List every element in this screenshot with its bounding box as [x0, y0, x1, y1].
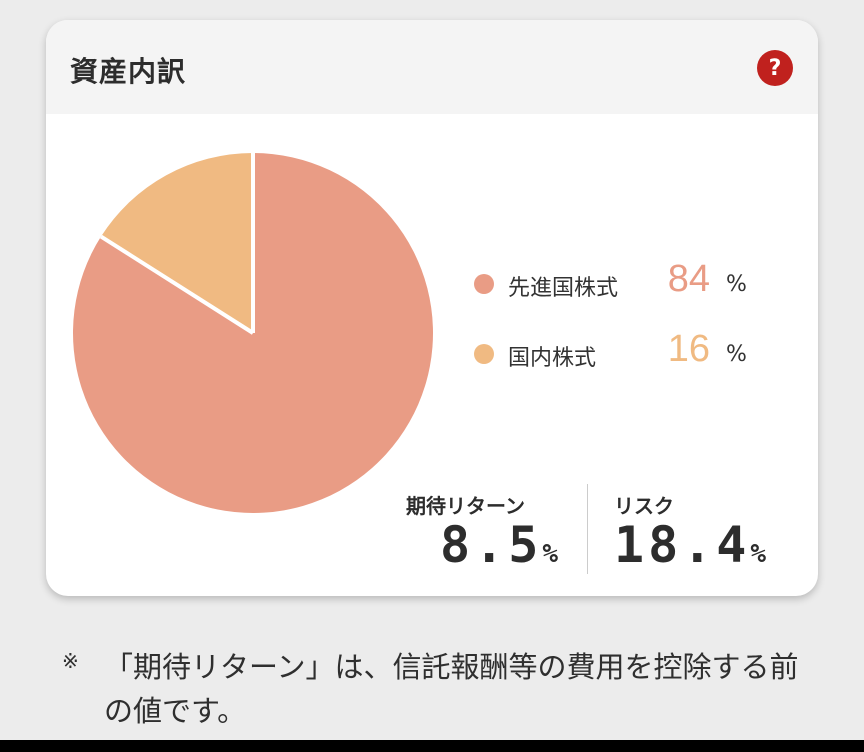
bottom-bar: [0, 740, 864, 752]
expected-return-label: 期待リターン: [406, 494, 525, 518]
asset-breakdown-card: 資産内訳 ? 先進国株式 84 % 国内株式 16 % 期待リターン 8.5% …: [46, 20, 818, 596]
help-icon[interactable]: ?: [757, 50, 793, 86]
risk-value: 18.4%: [614, 516, 766, 574]
legend-dot-developed: [474, 274, 494, 294]
expected-return-number: 8.5: [440, 516, 543, 574]
risk-number: 18.4: [614, 516, 751, 574]
footnote-text: 「期待リターン」は、信託報酬等の費用を控除する前の値です。: [104, 650, 799, 728]
pie-separator: [99, 234, 255, 335]
legend: 先進国株式 84 % 国内株式 16 %: [470, 256, 770, 396]
stat-divider: [587, 484, 588, 574]
expected-return-unit: %: [542, 539, 558, 569]
legend-value: 16: [667, 328, 710, 370]
footnote-mark: ※: [62, 649, 79, 673]
pie-slice-domestic: [101, 153, 254, 333]
card-title: 資産内訳: [70, 55, 187, 88]
legend-label: 先進国株式: [508, 276, 619, 301]
legend-value: 84: [667, 258, 710, 300]
footnote: ※ 「期待リターン」は、信託報酬等の費用を控除する前の値です。: [62, 646, 822, 733]
pie-chart-svg: [73, 153, 434, 513]
legend-unit: %: [726, 342, 747, 367]
legend-label: 国内株式: [508, 346, 597, 371]
legend-item-domestic: 国内株式 16 %: [470, 326, 770, 396]
legend-item-developed: 先進国株式 84 %: [470, 256, 770, 326]
risk-label: リスク: [614, 494, 674, 518]
risk-unit: %: [750, 539, 767, 569]
expected-return-value: 8.5%: [440, 516, 558, 574]
stats: 期待リターン 8.5% リスク 18.4%: [402, 482, 802, 578]
card-header: 資産内訳 ?: [46, 20, 818, 114]
pie-chart: [70, 150, 436, 516]
legend-dot-domestic: [474, 344, 494, 364]
legend-unit: %: [726, 272, 747, 297]
